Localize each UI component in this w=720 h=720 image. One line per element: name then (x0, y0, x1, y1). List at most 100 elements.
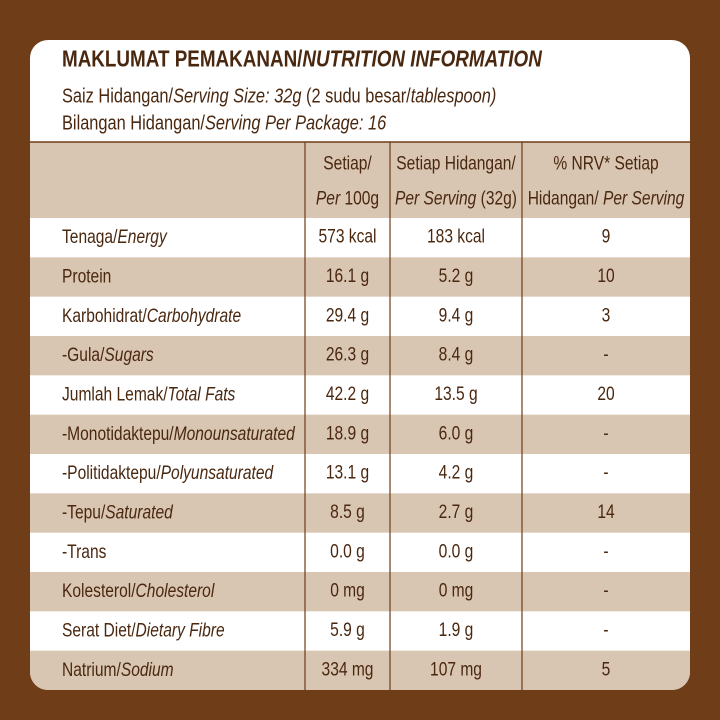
text-segment: Setiap Hidangan/ (396, 152, 516, 174)
cell-value: 0 mg (330, 579, 365, 601)
text-segment: Polyunsaturated (161, 461, 275, 483)
text-segment: -Politidaktepu/ (62, 461, 161, 483)
cell-value: 16.1 g (326, 265, 369, 287)
column-header: Setiap/ (323, 152, 372, 174)
text-segment: Monounsaturated (174, 422, 296, 444)
row-label-group: -Gula/Sugars (62, 343, 154, 365)
column-header: Per 100g (316, 187, 379, 209)
row-label-group: Karbohidrat/Carbohydrate (62, 304, 241, 326)
text-segment: MAKLUMAT PEMAKANAN/ (62, 46, 303, 71)
cell-value: 1.9 g (439, 619, 474, 641)
row-label: Protein (62, 265, 111, 287)
cell-value: 42.2 g (326, 383, 369, 405)
cell-value: 0 mg (439, 579, 474, 601)
text-segment: Carbohydrate (147, 304, 242, 326)
cell-value-group: 1.9 g (439, 619, 474, 641)
text-segment: (2 sudu besar/ (301, 84, 411, 107)
cell-value-group: - (603, 343, 608, 365)
text-segment: Serat Diet/ (62, 619, 136, 641)
text-segment: Energy (117, 225, 168, 247)
row-label: Tenaga/Energy (62, 225, 168, 247)
text-segment: Sodium (121, 658, 174, 680)
row-bg (30, 257, 690, 297)
cell-value-group: 107 mg (430, 658, 482, 680)
cell-value: - (603, 540, 608, 562)
cell-value-group: 9 (602, 225, 611, 247)
row-label: Kolesterol/Cholesterol (62, 579, 215, 601)
cell-value-group: 6.0 g (439, 422, 474, 444)
servings-per-package-group: Bilangan Hidangan/Serving Per Package: 1… (62, 111, 387, 134)
row-bg (30, 572, 690, 612)
cell-value: 334 mg (322, 658, 374, 680)
cell-value: - (603, 343, 608, 365)
cell-value-group: 8.4 g (439, 343, 474, 365)
serving-size: Saiz Hidangan/Serving Size: 32g (2 sudu … (62, 84, 496, 107)
cell-value: - (603, 579, 608, 601)
row-label: Karbohidrat/Carbohydrate (62, 304, 241, 326)
text-segment: Tenaga/ (62, 225, 118, 247)
text-segment: Kolesterol/ (62, 579, 136, 601)
text-segment: Dietary Fibre (136, 619, 225, 641)
row-label-group: Natrium/Sodium (62, 658, 174, 680)
text-segment: -Gula/ (62, 343, 105, 365)
cell-value: - (603, 461, 608, 483)
cell-value-group: 26.3 g (326, 343, 369, 365)
title: MAKLUMAT PEMAKANAN/NUTRITION INFORMATION (62, 46, 543, 71)
cell-value: - (603, 619, 608, 641)
text-segment: tablespoon) (411, 84, 497, 107)
row-label: -Trans (62, 540, 107, 562)
cell-value-group: - (603, 422, 608, 444)
text-segment: Natrium/ (62, 658, 121, 680)
cell-value-group: 0 mg (330, 579, 365, 601)
column-header-group: Setiap Hidangan/ (396, 152, 516, 174)
cell-value-group: 5.9 g (330, 619, 365, 641)
column-header: Setiap Hidangan/ (396, 152, 516, 174)
cell-value: 8.5 g (330, 501, 365, 523)
text-segment: Hidangan/ (528, 187, 603, 209)
cell-value-group: 42.2 g (326, 383, 369, 405)
cell-value-group: 20 (597, 383, 614, 405)
text-segment: Bilangan Hidangan/ (62, 111, 206, 134)
cell-value-group: 16.1 g (326, 265, 369, 287)
cell-value: 107 mg (430, 658, 482, 680)
title-group: MAKLUMAT PEMAKANAN/NUTRITION INFORMATION (62, 46, 543, 71)
cell-value: 5.2 g (439, 265, 474, 287)
cell-value: - (603, 422, 608, 444)
cell-value-group: 10 (597, 265, 614, 287)
row-bg (30, 414, 690, 454)
cell-value: 18.9 g (326, 422, 369, 444)
text-segment: Per Serving (603, 187, 685, 209)
row-label-group: Protein (62, 265, 111, 287)
text-segment: % NRV* Setiap (553, 152, 658, 174)
text-segment: Saiz Hidangan/ (62, 84, 174, 107)
cell-value: 26.3 g (326, 343, 369, 365)
cell-value-group: 0.0 g (330, 540, 365, 562)
column-header-group: Setiap/ (323, 152, 372, 174)
text-segment: Saturated (105, 501, 174, 523)
cell-value: 9.4 g (439, 304, 474, 326)
cell-value-group: 14 (597, 501, 615, 523)
row-label-group: Jumlah Lemak/Total Fats (62, 383, 236, 405)
column-header-group: % NRV* Setiap (553, 152, 658, 174)
cell-value-group: - (603, 540, 608, 562)
row-label: Jumlah Lemak/Total Fats (62, 383, 236, 405)
row-bg (30, 336, 690, 376)
column-header: Per Serving (32g) (395, 187, 517, 209)
row-label-group: -Politidaktepu/Polyunsaturated (62, 461, 274, 483)
text-segment: 100g (340, 187, 379, 209)
cell-value: 13.5 g (434, 383, 477, 405)
cell-value: 183 kcal (427, 225, 485, 247)
text-segment: Setiap/ (323, 152, 372, 174)
text-segment: Per Serving (395, 187, 477, 209)
row-label-group: Kolesterol/Cholesterol (62, 579, 215, 601)
table (30, 141, 690, 690)
row-bg (30, 493, 690, 533)
cell-value: 8.4 g (439, 343, 474, 365)
row-label-group: -Trans (62, 540, 107, 562)
cell-value: 13.1 g (326, 461, 369, 483)
cell-value-group: 8.5 g (330, 501, 365, 523)
column-header-group: Per 100g (316, 187, 379, 209)
row-label: -Gula/Sugars (62, 343, 154, 365)
text-segment: Per (316, 187, 341, 209)
row-label-group: Serat Diet/Dietary Fibre (62, 619, 225, 641)
